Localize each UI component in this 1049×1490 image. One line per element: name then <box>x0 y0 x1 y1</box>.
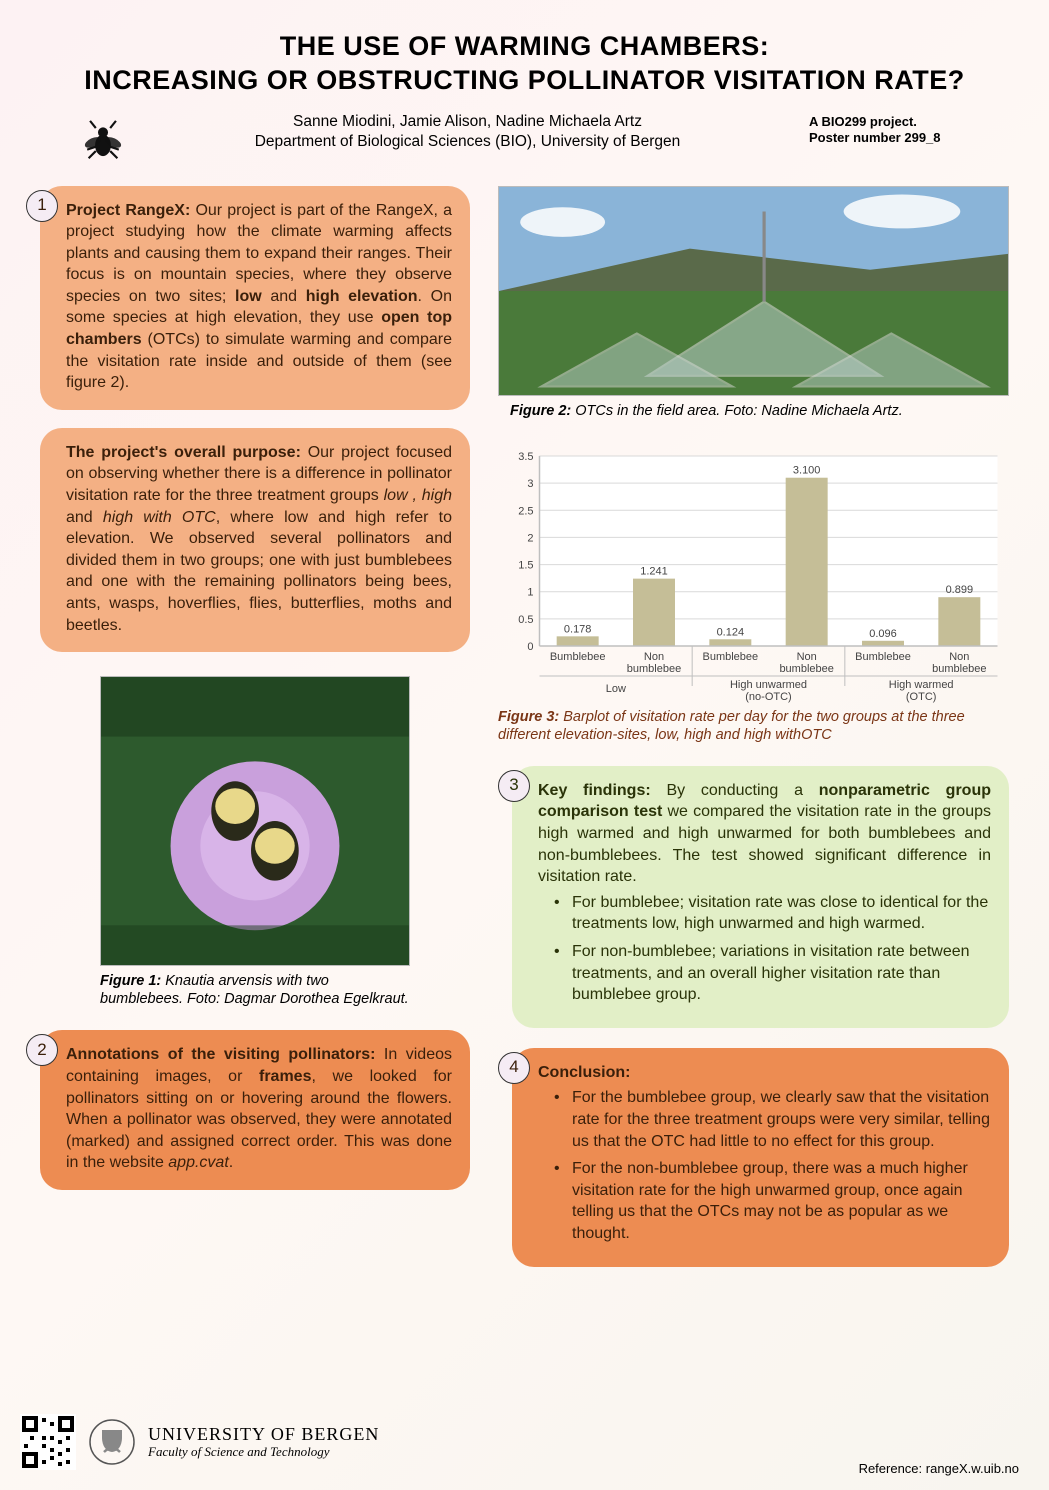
bee-icon <box>80 118 126 164</box>
footer: UNIVERSITY OF BERGEN Faculty of Science … <box>20 1414 379 1470</box>
svg-text:(OTC): (OTC) <box>906 691 937 703</box>
reference-text: Reference: rangeX.w.uib.no <box>859 1461 1019 1476</box>
svg-text:0.124: 0.124 <box>717 626 745 638</box>
figure-2-image <box>498 186 1009 396</box>
uib-line1: UNIVERSITY OF BERGEN <box>148 1425 379 1445</box>
uib-logo-icon <box>88 1418 136 1466</box>
qr-code-icon <box>20 1414 76 1470</box>
svg-text:1.241: 1.241 <box>640 565 668 577</box>
svg-text:1.5: 1.5 <box>518 559 533 571</box>
authors-line2: Department of Biological Sciences (BIO),… <box>126 132 809 153</box>
annotations-heading: Annotations of the visiting pollinators: <box>66 1046 375 1063</box>
svg-text:Non: Non <box>644 651 664 663</box>
right-column: Figure 2: OTCs in the field area. Foto: … <box>498 186 1009 1267</box>
box-purpose: The project's overall purpose: Our proje… <box>40 428 470 652</box>
svg-text:3.5: 3.5 <box>518 451 533 463</box>
figure-1: Figure 1: Knautia arvensis with two bumb… <box>100 676 410 1008</box>
svg-text:0.5: 0.5 <box>518 613 533 625</box>
header-row: Sanne Miodini, Jamie Alison, Nadine Mich… <box>40 112 1009 164</box>
svg-text:3.100: 3.100 <box>793 464 821 476</box>
meta-line2: Poster number 299_8 <box>809 130 1009 147</box>
box-annotations: 2 Annotations of the visiting pollinator… <box>40 1030 470 1190</box>
svg-text:(no-OTC): (no-OTC) <box>745 691 791 703</box>
section-number-4: 4 <box>498 1052 530 1084</box>
svg-text:Bumblebee: Bumblebee <box>855 651 911 663</box>
box-rangex: 1 Project RangeX: Our project is part of… <box>40 186 470 410</box>
svg-text:Bumblebee: Bumblebee <box>550 651 606 663</box>
svg-text:High warmed: High warmed <box>889 679 954 691</box>
figure-1-image <box>100 676 410 966</box>
conclusion-bullet: For the non-bumblebee group, there was a… <box>558 1158 991 1244</box>
annotations-body: In videos containing images, or frames, … <box>66 1046 452 1171</box>
conclusion-bullet: For the bumblebee group, we clearly saw … <box>558 1087 991 1152</box>
svg-text:Bumblebee: Bumblebee <box>703 651 759 663</box>
rangex-body: Our project is part of the RangeX, a pro… <box>66 202 452 392</box>
svg-text:1: 1 <box>527 586 533 598</box>
columns: 1 Project RangeX: Our project is part of… <box>40 186 1009 1267</box>
svg-text:0.899: 0.899 <box>946 584 974 596</box>
svg-text:0.096: 0.096 <box>869 627 897 639</box>
project-meta: A BIO299 project. Poster number 299_8 <box>809 114 1009 148</box>
fig3-caption-text: Barplot of visitation rate per day for t… <box>498 709 965 743</box>
fig2-caption-b: Figure 2: <box>510 403 571 419</box>
section-number-3: 3 <box>498 770 530 802</box>
svg-text:3: 3 <box>527 478 533 490</box>
svg-text:0: 0 <box>527 641 533 653</box>
barplot: 00.511.522.533.50.178Bumblebee1.241Nonbu… <box>498 444 1009 704</box>
authors-line1: Sanne Miodini, Jamie Alison, Nadine Mich… <box>126 112 809 133</box>
figure-1-caption: Figure 1: Knautia arvensis with two bumb… <box>100 972 410 1008</box>
svg-text:bumblebee: bumblebee <box>779 663 833 675</box>
section-number-2: 2 <box>26 1034 58 1066</box>
svg-text:bumblebee: bumblebee <box>627 663 681 675</box>
svg-text:2.5: 2.5 <box>518 505 533 517</box>
rangex-heading: Project RangeX: <box>66 202 190 219</box>
svg-text:High unwarmed: High unwarmed <box>730 679 807 691</box>
fig3-caption-b: Figure 3: <box>498 709 559 725</box>
findings-heading: Key findings: <box>538 782 651 799</box>
figure-3-caption: Figure 3: Barplot of visitation rate per… <box>498 708 1009 744</box>
fig1-caption-b: Figure 1: <box>100 973 161 989</box>
title-line1: THE USE OF WARMING CHAMBERS: <box>40 30 1009 64</box>
svg-text:Non: Non <box>949 651 969 663</box>
svg-text:0.178: 0.178 <box>564 623 592 635</box>
svg-text:Non: Non <box>797 651 817 663</box>
title-line2: INCREASING OR OBSTRUCTING POLLINATOR VIS… <box>40 64 1009 98</box>
svg-text:2: 2 <box>527 532 533 544</box>
findings-bullet: For non-bumblebee; variations in visitat… <box>558 941 991 1006</box>
box-conclusion: 4 Conclusion: For the bumblebee group, w… <box>512 1048 1009 1267</box>
svg-text:bumblebee: bumblebee <box>932 663 986 675</box>
purpose-body: Our project focused on observing whether… <box>66 444 452 634</box>
purpose-heading: The project's overall purpose: <box>66 444 301 461</box>
svg-text:Low: Low <box>606 683 626 695</box>
figure-2: Figure 2: OTCs in the field area. Foto: … <box>498 186 1009 420</box>
left-column: 1 Project RangeX: Our project is part of… <box>40 186 470 1267</box>
uib-text: UNIVERSITY OF BERGEN Faculty of Science … <box>148 1425 379 1459</box>
authors-block: Sanne Miodini, Jamie Alison, Nadine Mich… <box>126 112 809 154</box>
box-findings: 3 Key findings: By conducting a nonparam… <box>512 766 1009 1028</box>
conclusion-bullets: For the bumblebee group, we clearly saw … <box>538 1087 991 1244</box>
meta-line1: A BIO299 project. <box>809 114 1009 131</box>
figure-2-caption: Figure 2: OTCs in the field area. Foto: … <box>510 402 1009 420</box>
poster-title: THE USE OF WARMING CHAMBERS: INCREASING … <box>40 30 1009 98</box>
findings-bullet: For bumblebee; visitation rate was close… <box>558 892 991 935</box>
findings-bullets: For bumblebee; visitation rate was close… <box>538 892 991 1006</box>
fig2-caption-text: OTCs in the field area. Foto: Nadine Mic… <box>571 403 903 419</box>
section-number-1: 1 <box>26 190 58 222</box>
uib-line2: Faculty of Science and Technology <box>148 1445 379 1459</box>
conclusion-heading: Conclusion: <box>538 1064 630 1081</box>
